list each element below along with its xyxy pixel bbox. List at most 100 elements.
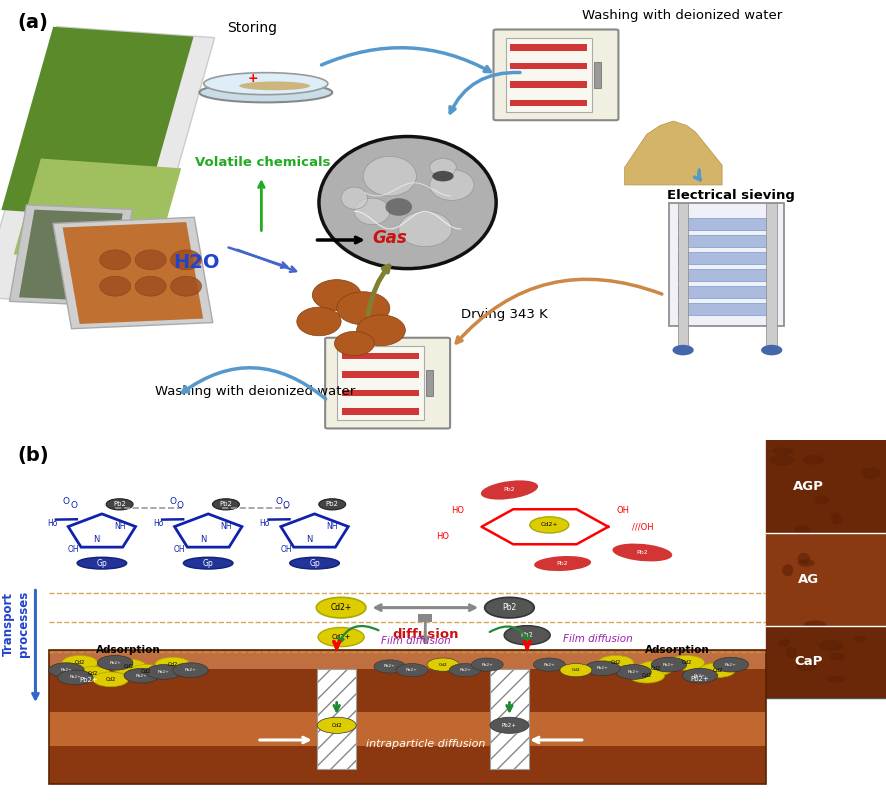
Ellipse shape — [312, 280, 361, 310]
Ellipse shape — [170, 276, 201, 297]
Ellipse shape — [385, 198, 412, 216]
Text: Cd2: Cd2 — [571, 668, 580, 672]
Text: Pb2: Pb2 — [326, 501, 338, 507]
Text: Ho: Ho — [47, 519, 58, 528]
Text: Pb2: Pb2 — [636, 550, 649, 555]
Text: Cd2: Cd2 — [74, 660, 85, 665]
Text: O: O — [276, 497, 283, 506]
Bar — [678, 286, 775, 298]
Circle shape — [485, 597, 534, 618]
Text: Gp: Gp — [97, 558, 107, 568]
Text: OH: OH — [174, 545, 186, 554]
Ellipse shape — [199, 82, 332, 103]
Text: Pb2: Pb2 — [556, 561, 569, 566]
Circle shape — [672, 345, 694, 356]
Bar — [342, 371, 419, 377]
Text: Washing with deionized water: Washing with deionized water — [582, 9, 782, 22]
Text: Cd2: Cd2 — [681, 660, 692, 665]
Text: Cd2: Cd2 — [439, 663, 447, 667]
Bar — [49, 712, 766, 746]
Text: Ho: Ho — [153, 519, 164, 528]
Bar — [669, 203, 784, 326]
Text: Cd2: Cd2 — [641, 673, 652, 678]
Bar — [678, 203, 688, 348]
Bar — [678, 252, 775, 264]
Text: Pb2: Pb2 — [503, 487, 516, 493]
Ellipse shape — [803, 455, 824, 465]
Text: Film diffusion: Film diffusion — [563, 634, 633, 644]
Text: CaP: CaP — [794, 655, 822, 668]
Ellipse shape — [782, 564, 793, 576]
Circle shape — [75, 667, 111, 681]
Text: O: O — [176, 501, 183, 511]
Text: Volatile chemicals: Volatile chemicals — [195, 157, 330, 170]
Bar — [766, 203, 777, 348]
Circle shape — [97, 655, 133, 670]
Ellipse shape — [831, 512, 842, 525]
Circle shape — [427, 658, 459, 671]
Text: Pb2+: Pb2+ — [543, 663, 556, 667]
Ellipse shape — [794, 525, 809, 534]
Text: Drying 343 K: Drying 343 K — [461, 309, 548, 322]
Circle shape — [318, 628, 364, 646]
Circle shape — [761, 345, 782, 356]
Polygon shape — [625, 121, 722, 185]
Circle shape — [700, 663, 735, 677]
Ellipse shape — [99, 276, 131, 297]
Text: +: + — [247, 72, 258, 85]
Bar — [678, 218, 775, 230]
Bar — [338, 346, 424, 420]
Circle shape — [106, 499, 133, 510]
Bar — [418, 614, 432, 622]
Text: Pb2+: Pb2+ — [109, 661, 121, 665]
Ellipse shape — [183, 558, 233, 569]
Ellipse shape — [319, 137, 496, 268]
Text: Pb2+: Pb2+ — [694, 674, 706, 678]
Text: AGP: AGP — [793, 480, 824, 493]
Ellipse shape — [135, 250, 166, 270]
Text: N: N — [199, 535, 206, 544]
Ellipse shape — [290, 558, 339, 569]
Circle shape — [616, 665, 651, 680]
Text: NH: NH — [114, 522, 125, 531]
Ellipse shape — [99, 250, 131, 270]
Text: Cd2: Cd2 — [610, 660, 621, 665]
Text: Film diffusion: Film diffusion — [381, 636, 451, 646]
Ellipse shape — [135, 276, 166, 297]
Ellipse shape — [612, 544, 672, 562]
Circle shape — [598, 655, 633, 670]
Text: Pb2+: Pb2+ — [406, 668, 418, 672]
Ellipse shape — [815, 495, 828, 504]
Text: diffusion: diffusion — [392, 628, 459, 641]
Ellipse shape — [204, 73, 328, 95]
Circle shape — [374, 660, 406, 673]
Polygon shape — [0, 27, 214, 308]
Text: OH: OH — [280, 545, 292, 554]
Text: Pb2+: Pb2+ — [384, 664, 396, 668]
Ellipse shape — [830, 652, 845, 661]
Bar — [342, 389, 419, 396]
Circle shape — [146, 665, 182, 680]
Text: Storing: Storing — [228, 21, 277, 36]
Polygon shape — [13, 158, 182, 264]
Circle shape — [93, 672, 128, 687]
Text: NH: NH — [327, 522, 338, 531]
Circle shape — [638, 661, 673, 675]
Text: Electrical sieving: Electrical sieving — [667, 189, 795, 202]
Circle shape — [471, 658, 503, 671]
Bar — [49, 746, 766, 784]
Text: Pb2+: Pb2+ — [158, 670, 170, 674]
Circle shape — [319, 499, 346, 510]
Circle shape — [62, 655, 97, 670]
Bar — [317, 669, 356, 769]
Ellipse shape — [804, 621, 826, 629]
Bar — [678, 269, 775, 281]
Ellipse shape — [354, 198, 390, 225]
Polygon shape — [63, 222, 203, 324]
Bar — [510, 100, 587, 107]
Ellipse shape — [170, 250, 201, 270]
Text: OH: OH — [67, 545, 80, 554]
Text: Cd2: Cd2 — [712, 667, 723, 672]
Ellipse shape — [335, 331, 374, 356]
Circle shape — [155, 657, 190, 672]
